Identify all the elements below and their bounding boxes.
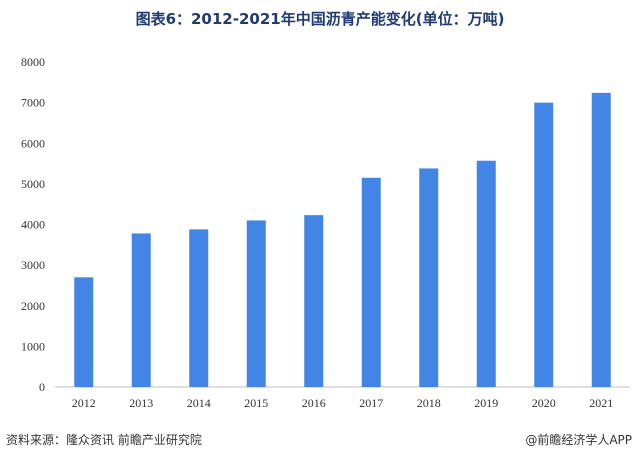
bar-2015 (246, 220, 266, 387)
bar-2018 (419, 168, 439, 387)
bar-2017 (361, 177, 381, 387)
x-tick-label: 2015 (244, 396, 268, 410)
bar-2016 (304, 215, 324, 387)
bar-2013 (131, 233, 151, 387)
x-tick-label: 2016 (302, 396, 326, 410)
x-tick-label: 2014 (187, 396, 211, 410)
y-tick-label: 6000 (21, 136, 45, 150)
x-tick-label: 2017 (359, 396, 383, 410)
x-tick-label: 2012 (72, 396, 96, 410)
bar-2021 (591, 92, 611, 387)
bar-2019 (476, 160, 496, 387)
source-note: 资料来源：隆众资讯 前瞻产业研究院 (6, 433, 202, 447)
bar-2014 (189, 229, 209, 387)
y-tick-label: 0 (39, 380, 45, 394)
x-tick-label: 2019 (474, 396, 498, 410)
y-tick-label: 3000 (21, 258, 45, 272)
bar-2012 (74, 277, 94, 387)
y-tick-label: 7000 (21, 96, 45, 110)
x-tick-label: 2021 (589, 396, 613, 410)
y-tick-label: 4000 (21, 218, 45, 232)
y-tick-label: 1000 (21, 339, 45, 353)
x-tick-label: 2018 (417, 396, 441, 410)
chart-title: 图表6：2012-2021年中国沥青产能变化(单位：万吨) (135, 10, 505, 28)
y-tick-label: 8000 (21, 55, 45, 69)
y-tick-label: 5000 (21, 177, 45, 191)
brand-note: @前瞻经济学人APP (525, 433, 632, 447)
bar-2020 (534, 102, 554, 387)
y-tick-label: 2000 (21, 299, 45, 313)
x-tick-label: 2020 (532, 396, 556, 410)
x-tick-label: 2013 (129, 396, 153, 410)
